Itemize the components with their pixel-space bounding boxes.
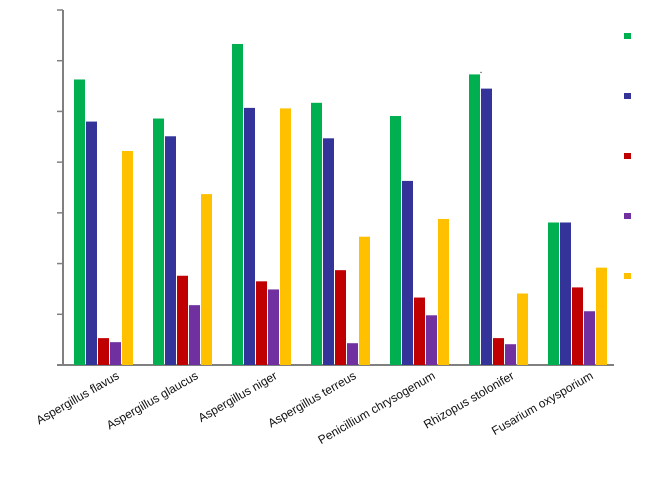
bar bbox=[177, 275, 188, 365]
bar bbox=[438, 218, 449, 365]
bar bbox=[189, 305, 200, 365]
bar bbox=[390, 115, 401, 365]
bar bbox=[481, 88, 492, 365]
bar bbox=[493, 338, 504, 365]
bar bbox=[414, 297, 425, 365]
bar bbox=[268, 289, 279, 365]
legend bbox=[624, 33, 631, 279]
bar bbox=[201, 194, 212, 365]
bar bbox=[469, 74, 480, 366]
bar bbox=[359, 236, 370, 365]
bar bbox=[165, 136, 176, 365]
legend-swatch bbox=[624, 153, 631, 159]
bar bbox=[323, 138, 334, 365]
bar bbox=[335, 270, 346, 365]
bar bbox=[426, 315, 437, 365]
bar bbox=[402, 180, 413, 365]
bar bbox=[560, 222, 571, 365]
bar bbox=[596, 267, 607, 365]
bar bbox=[232, 43, 243, 365]
bar bbox=[86, 121, 97, 365]
bar bbox=[347, 343, 358, 365]
legend-swatch bbox=[624, 213, 631, 219]
bar bbox=[517, 293, 528, 365]
bar bbox=[280, 108, 291, 365]
bar bbox=[244, 107, 255, 365]
legend-swatch bbox=[624, 273, 631, 279]
bar bbox=[505, 344, 516, 365]
bar bbox=[110, 342, 121, 365]
bar bbox=[572, 287, 583, 365]
bar bbox=[98, 338, 109, 365]
bar bbox=[256, 281, 267, 365]
legend-swatch bbox=[624, 93, 631, 99]
bar bbox=[548, 222, 559, 365]
bar bbox=[122, 150, 133, 365]
legend-swatch bbox=[624, 33, 631, 39]
bar bbox=[74, 79, 85, 365]
bar bbox=[311, 102, 322, 366]
bar bbox=[153, 118, 164, 366]
bar bbox=[584, 311, 595, 365]
